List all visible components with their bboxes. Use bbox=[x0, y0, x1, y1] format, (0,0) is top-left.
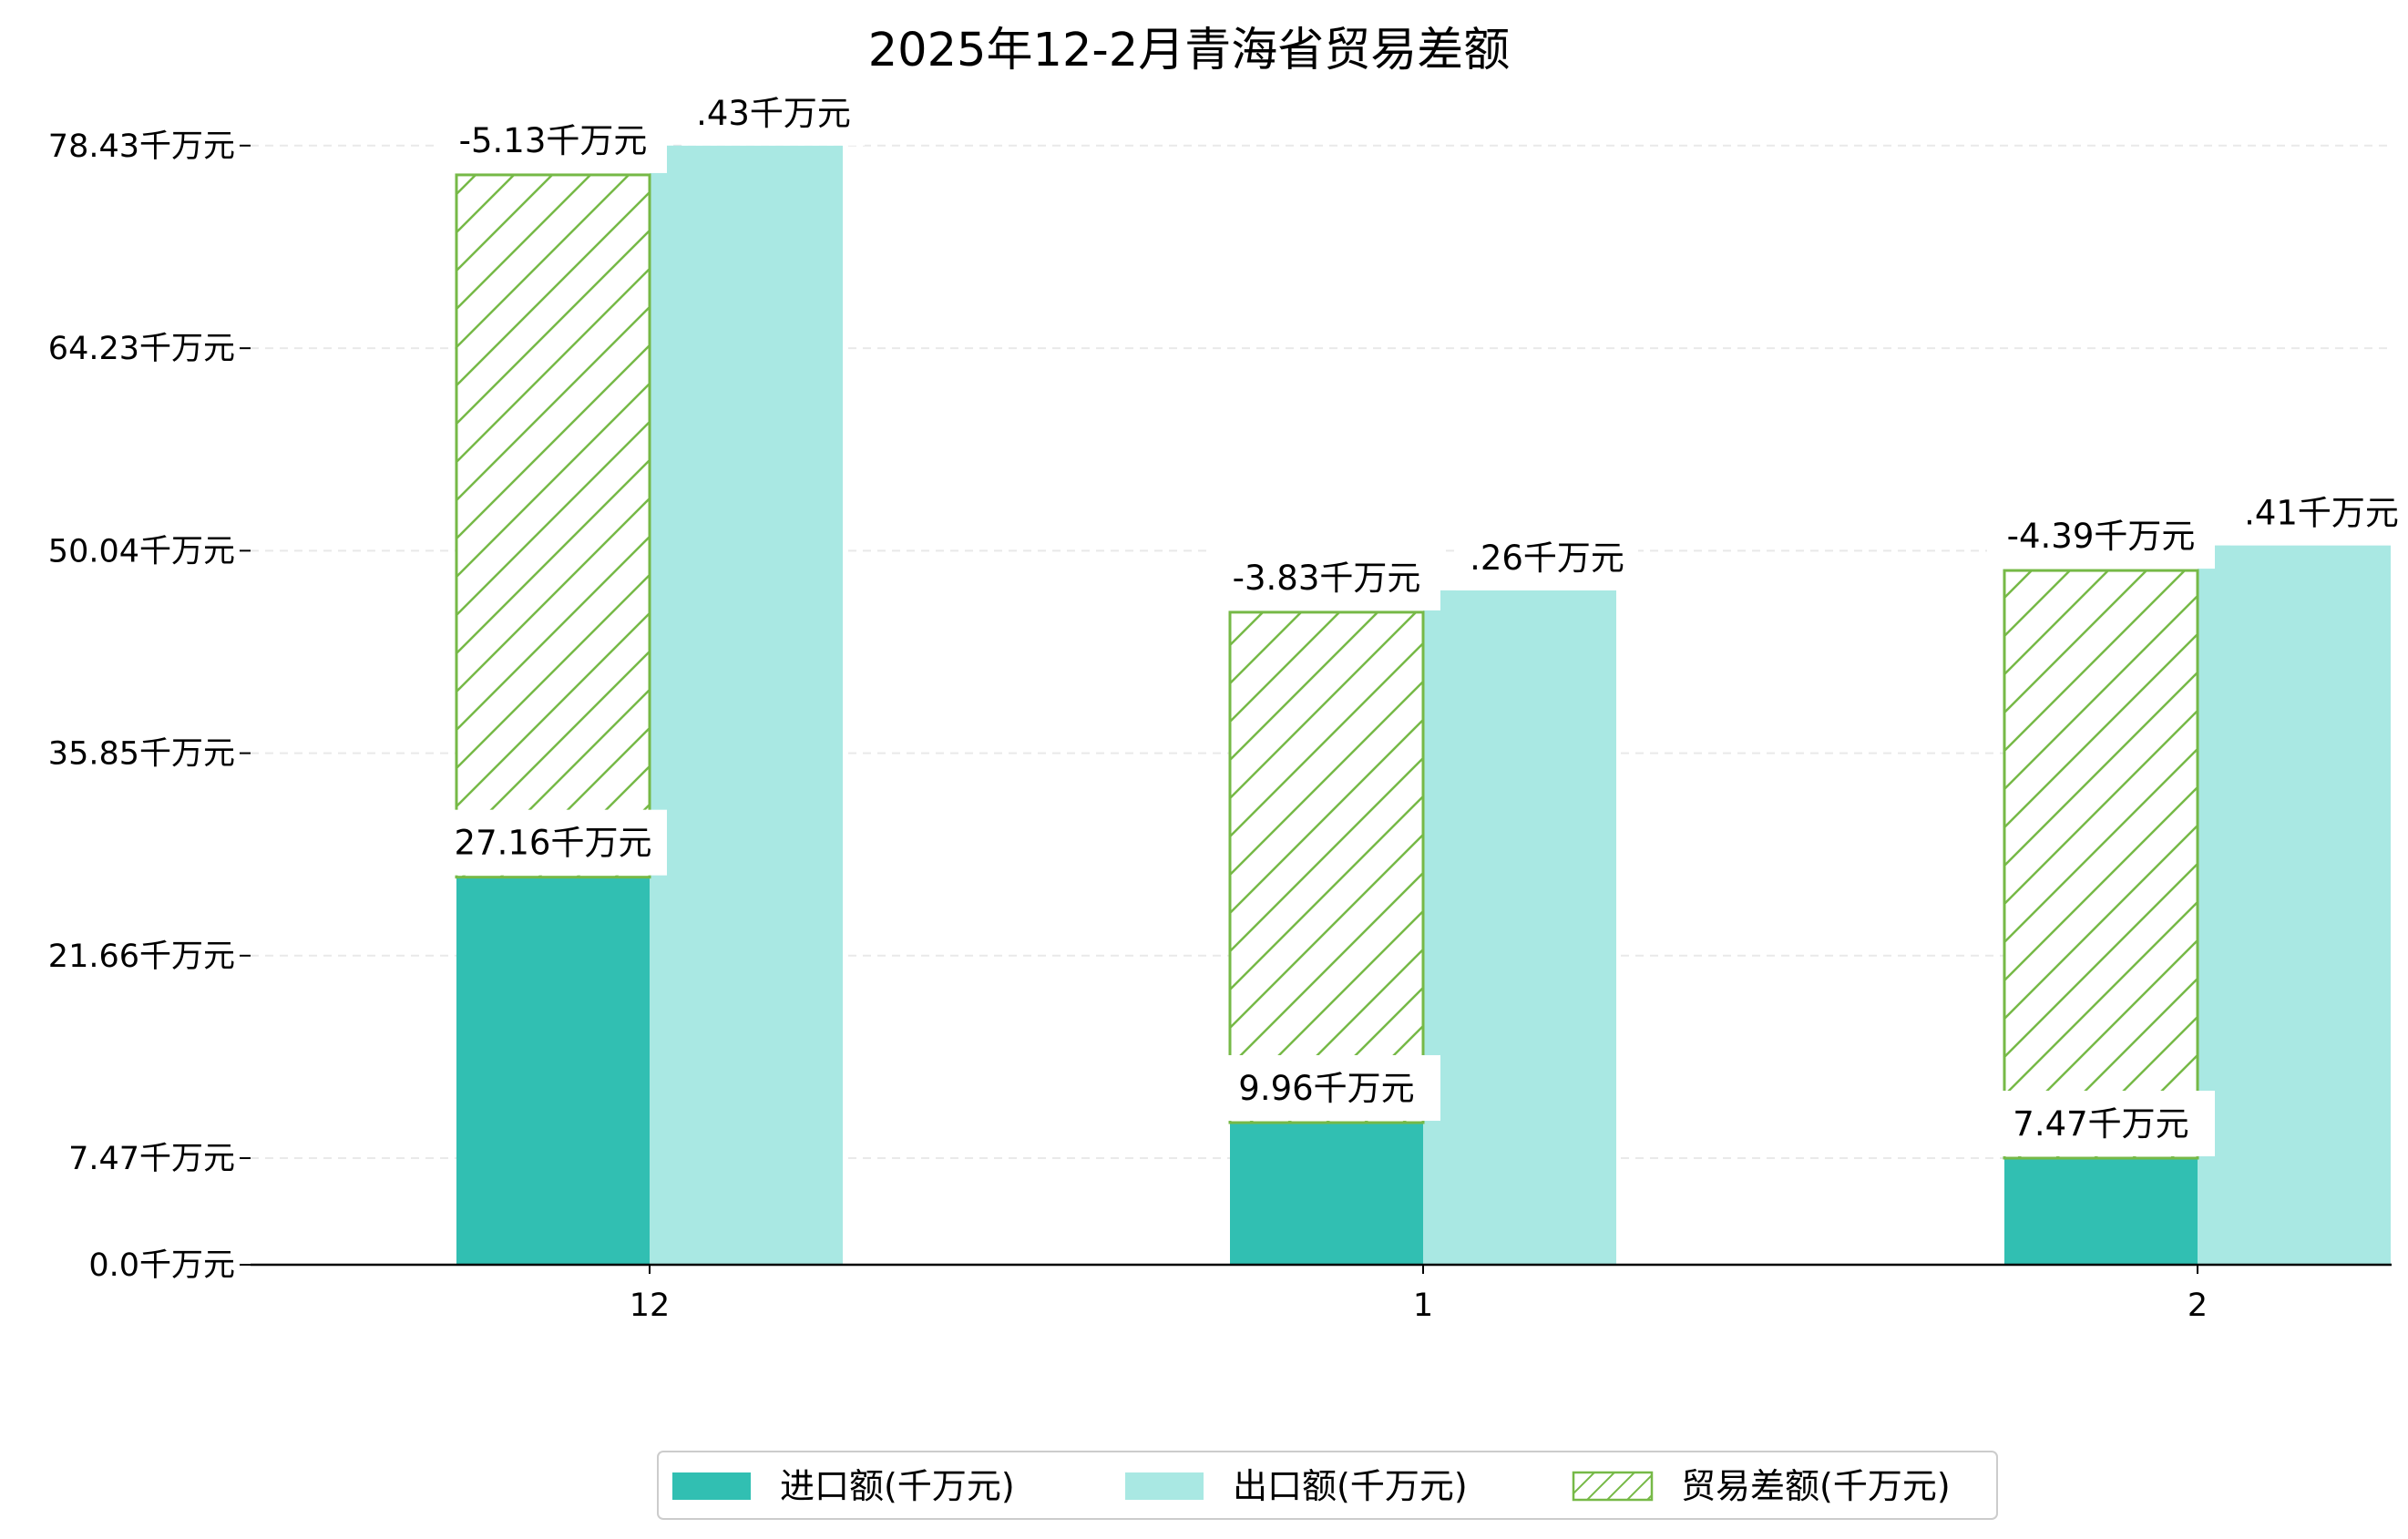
bars bbox=[455, 145, 2391, 1266]
data-label: .41千万元 bbox=[2244, 494, 2399, 533]
import-bar bbox=[2004, 1158, 2198, 1265]
data-label: 9.96千万元 bbox=[1238, 1069, 1414, 1108]
export-bar bbox=[650, 145, 843, 1266]
axes: 0.0千万元 7.47千万元 21.66千万元 35.85千万元 50.04千万元 64.… bbox=[48, 128, 2392, 1324]
legend-swatch bbox=[672, 1472, 751, 1500]
y-tick-label: 78.43千万元 bbox=[48, 128, 235, 165]
data-label: -3.83千万元 bbox=[1233, 559, 1421, 598]
data-label-background bbox=[1987, 503, 2215, 569]
export-bar bbox=[1423, 590, 1616, 1265]
data-label-background bbox=[2230, 479, 2408, 546]
chart-title: 2025年12-2月青海省贸易差额 bbox=[868, 24, 1511, 77]
legend-box bbox=[657, 1451, 1998, 1520]
data-label: .43千万元 bbox=[696, 94, 851, 133]
y-tick-label: 35.85千万元 bbox=[48, 736, 235, 773]
x-tick-label: 12 bbox=[630, 1288, 671, 1324]
y-tick-label: 0.0千万元 bbox=[88, 1247, 235, 1284]
export-bar bbox=[2198, 545, 2391, 1265]
data-label-background bbox=[439, 809, 667, 876]
balance-bar bbox=[2003, 569, 2199, 1160]
data-label-background bbox=[682, 79, 865, 146]
data-label-background bbox=[1987, 1091, 2215, 1157]
data-label: 7.47千万元 bbox=[2013, 1104, 2188, 1144]
y-tick-label: 21.66千万元 bbox=[48, 939, 235, 975]
data-label: -5.13千万元 bbox=[459, 121, 648, 160]
y-tick-label: 7.47千万元 bbox=[68, 1141, 235, 1177]
legend-swatch bbox=[1125, 1472, 1204, 1500]
legend-label: 进口额(千万元) bbox=[780, 1466, 1015, 1506]
data-label-background bbox=[1456, 524, 1638, 590]
data-label-background bbox=[1213, 544, 1440, 610]
import-bar bbox=[456, 877, 650, 1265]
data-label: .26千万元 bbox=[1470, 539, 1624, 578]
data-label: 27.16千万元 bbox=[455, 824, 652, 863]
legend-label: 贸易差额(千万元) bbox=[1681, 1466, 1951, 1506]
legend: 进口额(千万元) 出口额(千万元) 贸易差额(千万元) bbox=[657, 1451, 1998, 1520]
legend-label: 出口额(千万元) bbox=[1233, 1466, 1468, 1506]
x-tick-label: 2 bbox=[2188, 1288, 2208, 1324]
balance-bar bbox=[1228, 610, 1425, 1124]
x-tick-label: 1 bbox=[1413, 1288, 1433, 1324]
data-label-background bbox=[1213, 1055, 1440, 1122]
data-label: -4.39千万元 bbox=[2007, 517, 2196, 556]
data-labels: .43千万元 -5.13千万元 27.16千万元 .26千万元 -3.83千万元 9.96… bbox=[439, 79, 2408, 1157]
balance-bar bbox=[455, 173, 651, 879]
import-bar bbox=[1230, 1123, 1423, 1265]
legend-swatch bbox=[1572, 1471, 1654, 1502]
y-tick-label: 64.23千万元 bbox=[48, 331, 235, 367]
data-label-background bbox=[439, 107, 667, 173]
y-tick-label: 50.04千万元 bbox=[48, 533, 235, 569]
